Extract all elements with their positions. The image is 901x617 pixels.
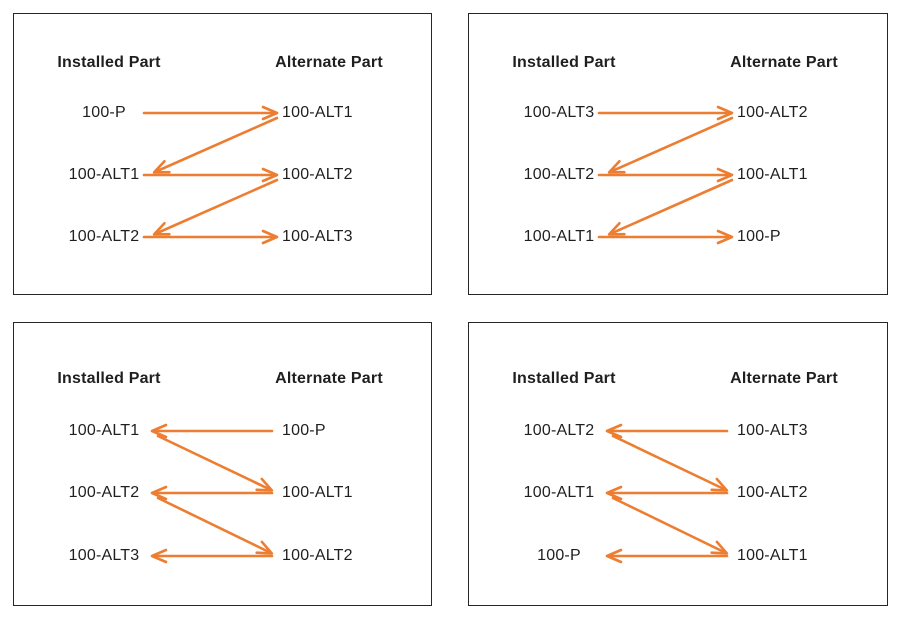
alternate-part-item: 100-ALT2: [282, 547, 353, 564]
installed-part-item: 100-ALT3: [68, 547, 140, 564]
panel-top-left: Installed Part Alternate Part 100-P 100-…: [13, 13, 432, 295]
alternate-part-header: Alternate Part: [730, 54, 838, 71]
alternate-part-item: 100-ALT3: [282, 228, 353, 245]
installed-part-item: 100-ALT1: [523, 484, 595, 501]
installed-part-item: 100-ALT2: [68, 228, 140, 245]
alternate-part-item: 100-ALT2: [282, 166, 353, 183]
panel-top-right: Installed Part Alternate Part 100-ALT3 1…: [468, 13, 888, 295]
installed-part-item: 100-P: [82, 104, 126, 121]
installed-part-item: 100-ALT1: [68, 422, 140, 439]
alternate-part-item: 100-ALT1: [737, 547, 808, 564]
panel-bottom-left: Installed Part Alternate Part 100-ALT1 1…: [13, 322, 432, 606]
alternate-part-item: 100-P: [282, 422, 326, 439]
alternate-part-item: 100-ALT2: [737, 104, 808, 121]
installed-part-header: Installed Part: [512, 54, 616, 71]
panel-bottom-right: Installed Part Alternate Part 100-ALT2 1…: [468, 322, 888, 606]
alternate-part-header: Alternate Part: [275, 54, 383, 71]
installed-part-item: 100-ALT2: [68, 484, 140, 501]
alternate-part-item: 100-ALT2: [737, 484, 808, 501]
alternate-part-item: 100-ALT1: [737, 166, 808, 183]
installed-part-item: 100-ALT2: [523, 166, 595, 183]
installed-part-header: Installed Part: [57, 370, 161, 387]
installed-part-item: 100-P: [537, 547, 581, 564]
alternate-part-header: Alternate Part: [275, 370, 383, 387]
installed-part-item: 100-ALT2: [523, 422, 595, 439]
alternate-part-item: 100-ALT3: [737, 422, 808, 439]
alternate-part-item: 100-ALT1: [282, 484, 353, 501]
installed-part-item: 100-ALT3: [523, 104, 595, 121]
installed-part-header: Installed Part: [512, 370, 616, 387]
installed-part-item: 100-ALT1: [523, 228, 595, 245]
alternate-part-item: 100-ALT1: [282, 104, 353, 121]
installed-part-item: 100-ALT1: [68, 166, 140, 183]
alternate-part-item: 100-P: [737, 228, 781, 245]
alternate-part-header: Alternate Part: [730, 370, 838, 387]
installed-part-header: Installed Part: [57, 54, 161, 71]
